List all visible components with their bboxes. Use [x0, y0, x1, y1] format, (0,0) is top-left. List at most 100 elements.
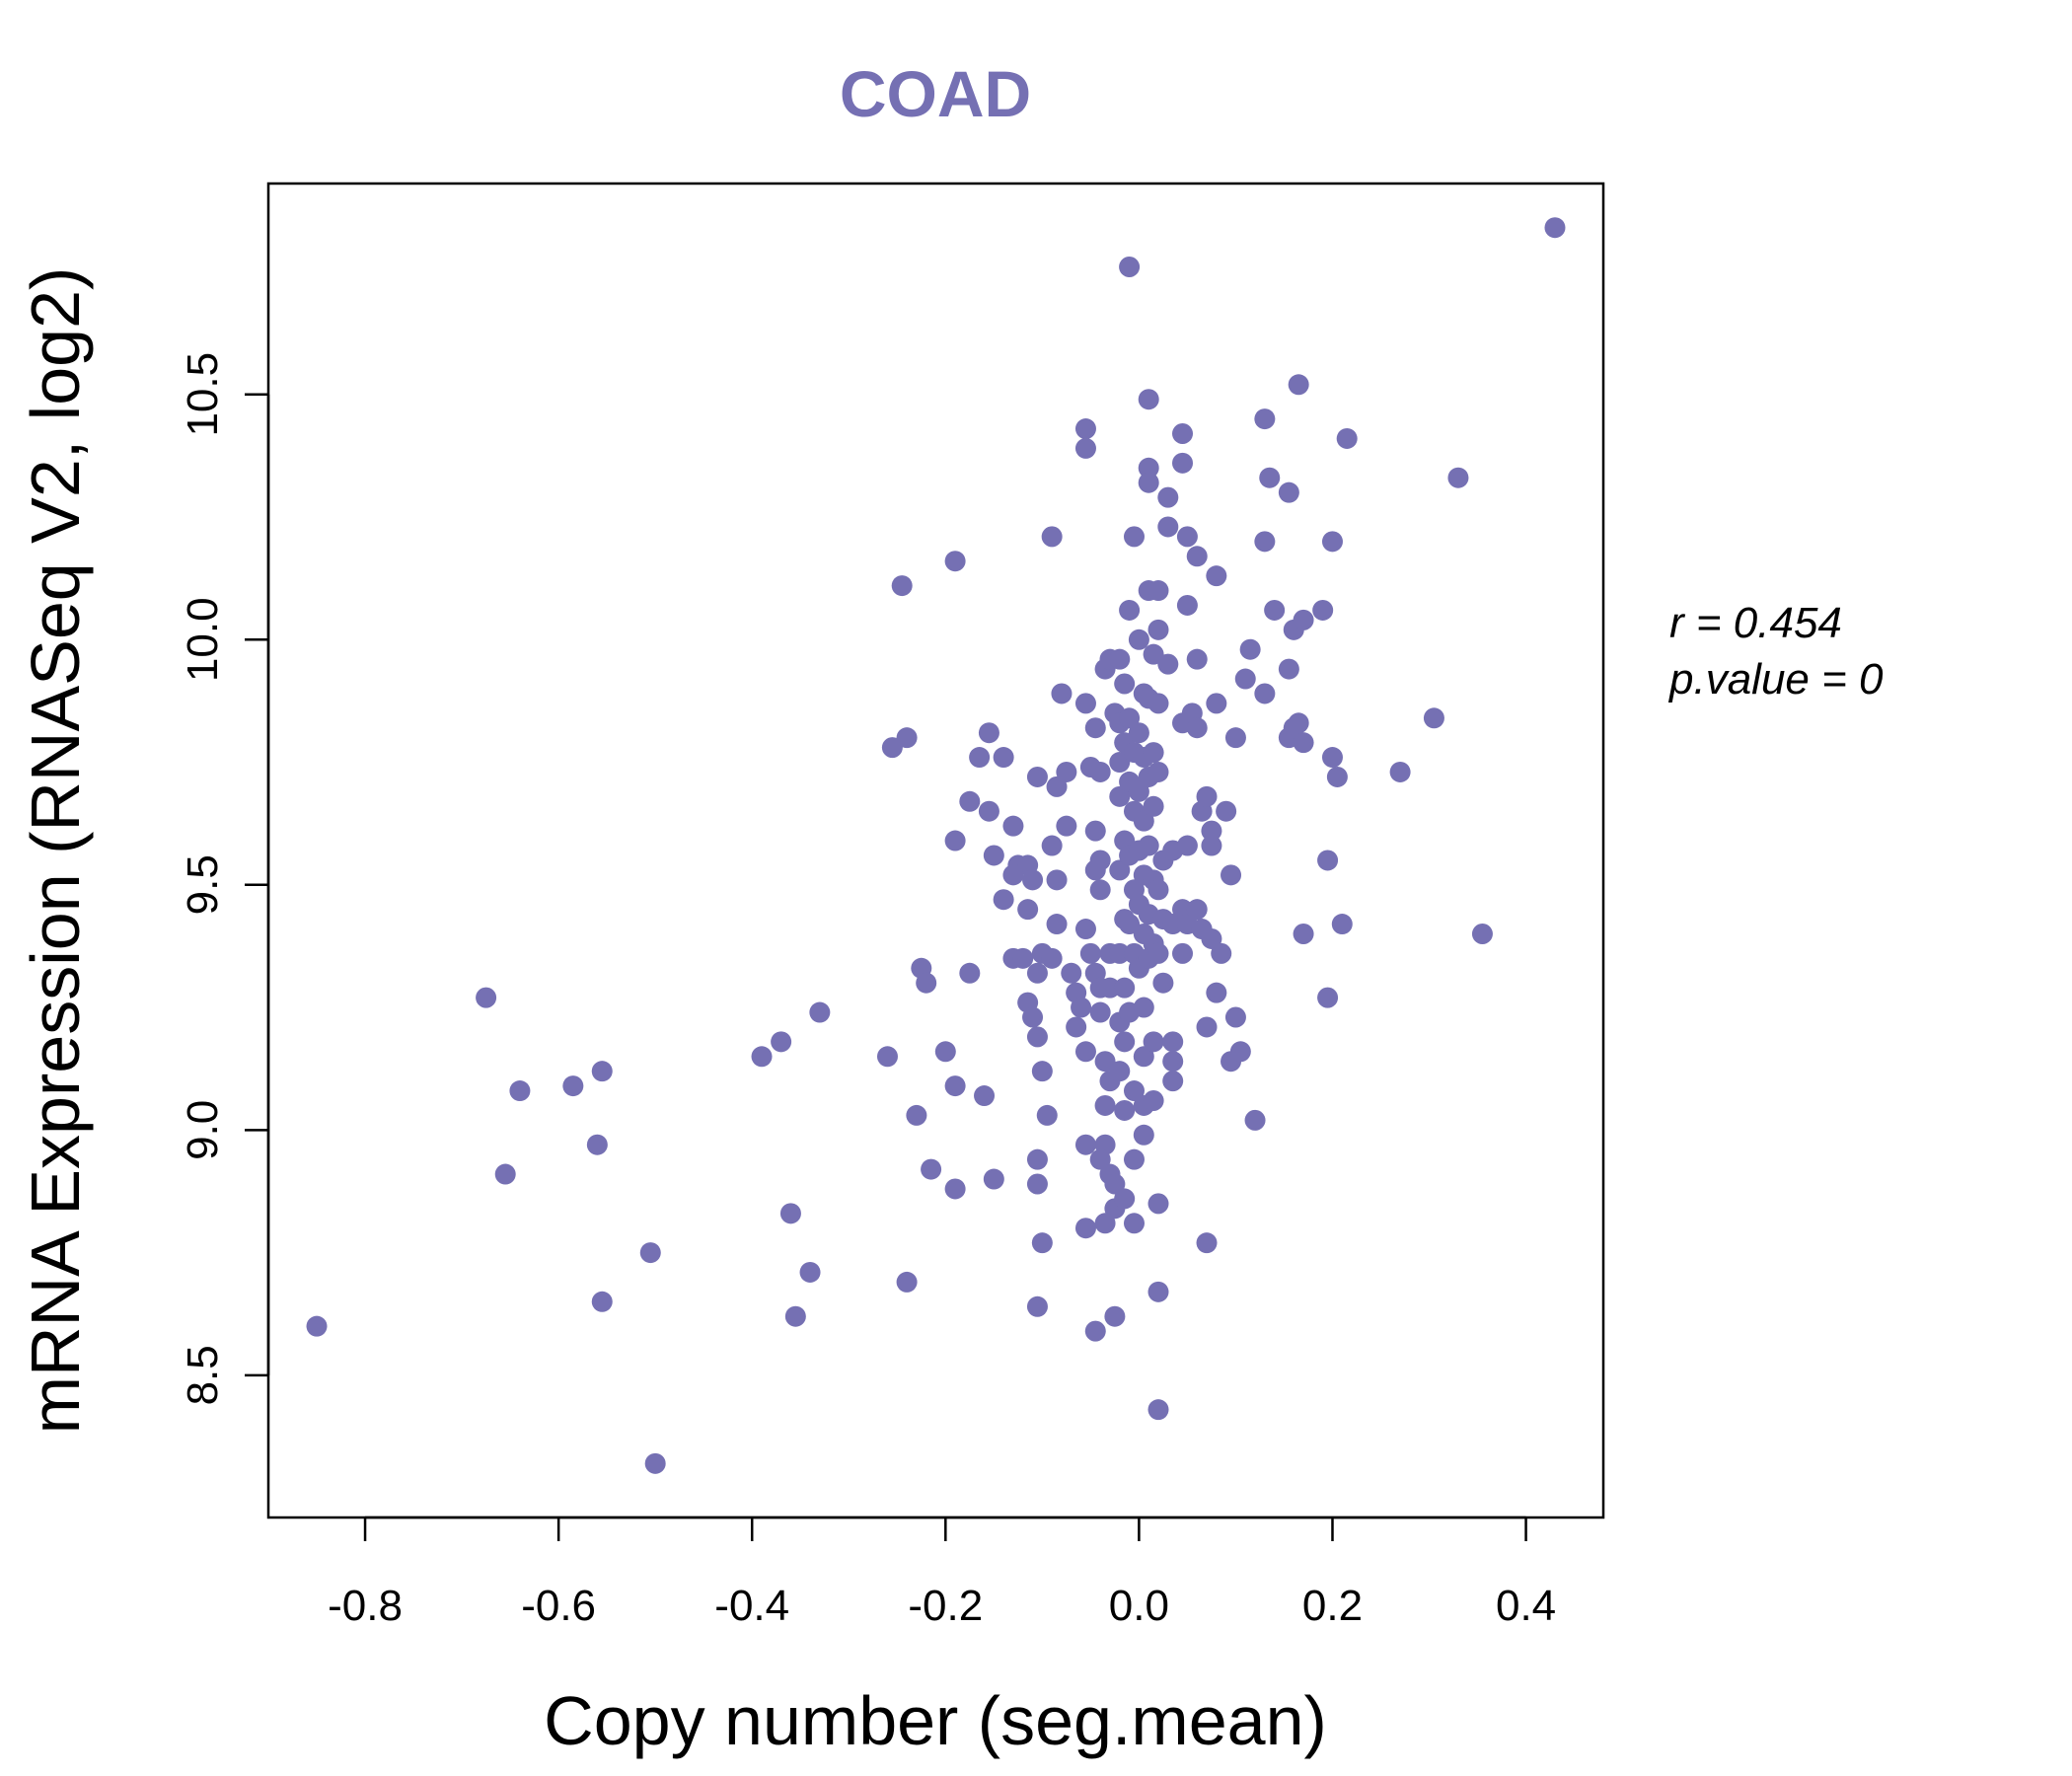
data-point: [876, 1046, 898, 1068]
data-point: [1224, 1006, 1246, 1028]
data-point: [1229, 1041, 1251, 1063]
data-point: [1089, 761, 1111, 782]
data-point: [1109, 1061, 1131, 1082]
data-point: [1147, 1399, 1169, 1421]
data-point: [1186, 648, 1208, 670]
data-point: [1186, 546, 1208, 567]
data-point: [1254, 408, 1276, 430]
data-point: [978, 722, 999, 744]
data-point: [1066, 1016, 1087, 1038]
data-point: [1119, 257, 1141, 277]
data-point: [1109, 942, 1131, 964]
data-point: [1254, 683, 1276, 704]
data-point: [1109, 859, 1131, 881]
data-point: [1114, 1031, 1136, 1053]
y-tick-label: 10.0: [179, 597, 227, 682]
data-point: [1041, 835, 1063, 856]
data-point: [799, 1261, 821, 1283]
data-point: [959, 962, 981, 984]
data-point: [959, 790, 981, 812]
data-point: [1074, 437, 1096, 459]
data-point: [1138, 835, 1159, 856]
data-point: [1041, 947, 1063, 969]
data-point: [1046, 869, 1068, 891]
data-point: [1221, 864, 1242, 886]
data-point: [1234, 668, 1256, 690]
data-point: [1389, 761, 1411, 782]
data-point: [1259, 467, 1281, 488]
data-point: [1143, 1031, 1164, 1053]
data-point: [1147, 761, 1169, 782]
data-point: [591, 1061, 613, 1082]
data-point: [1147, 879, 1169, 901]
data-point: [983, 845, 1004, 866]
data-point: [1312, 599, 1334, 621]
data-point: [1293, 609, 1314, 630]
data-point: [1017, 899, 1039, 921]
data-point: [881, 737, 903, 759]
data-point: [1094, 1094, 1116, 1116]
data-points: [306, 217, 1566, 1474]
x-tick-label: 0.0: [1109, 1582, 1169, 1630]
data-point: [1157, 516, 1179, 538]
data-point: [1162, 914, 1184, 935]
data-point: [1074, 693, 1096, 714]
data-point: [1239, 638, 1261, 660]
data-point: [1128, 722, 1149, 744]
data-point: [1138, 472, 1159, 493]
data-point: [1026, 1026, 1048, 1048]
data-point: [1056, 761, 1077, 782]
data-point: [1293, 924, 1314, 944]
data-point: [1206, 982, 1227, 1003]
data-point: [1196, 1016, 1218, 1038]
data-point: [1133, 1046, 1154, 1068]
data-point: [1423, 707, 1444, 729]
data-point: [1186, 899, 1208, 921]
data-point: [891, 575, 913, 597]
data-point: [1147, 693, 1169, 714]
x-tick-label: -0.2: [908, 1582, 983, 1630]
data-point: [1071, 997, 1092, 1018]
data-point: [1321, 747, 1343, 769]
data-point: [1206, 565, 1227, 587]
data-point: [1114, 673, 1136, 695]
data-point: [779, 1203, 801, 1224]
data-point: [1022, 869, 1044, 891]
data-point: [1074, 1134, 1096, 1155]
data-point: [1176, 594, 1198, 616]
y-tick-label: 8.5: [179, 1345, 227, 1405]
data-point: [1157, 486, 1179, 508]
data-point: [1293, 732, 1314, 754]
data-point: [1046, 914, 1068, 935]
data-point: [1224, 727, 1246, 749]
data-point: [934, 1041, 956, 1063]
data-point: [1133, 1124, 1154, 1146]
data-point: [1471, 924, 1493, 944]
data-point: [1056, 815, 1077, 837]
data-point: [944, 1075, 966, 1097]
data-point: [586, 1134, 608, 1155]
data-point: [1147, 1193, 1169, 1215]
data-point: [896, 1271, 918, 1293]
data-point: [476, 987, 497, 1008]
data-point: [1114, 1188, 1136, 1210]
data-point: [1172, 423, 1194, 444]
data-point: [944, 551, 966, 572]
data-point: [1026, 962, 1048, 984]
x-tick-label: -0.4: [714, 1582, 789, 1630]
data-point: [1119, 914, 1141, 935]
data-point: [1244, 1109, 1266, 1131]
data-point: [1074, 1041, 1096, 1063]
data-point: [1119, 599, 1141, 621]
data-point: [1278, 658, 1299, 680]
x-axis-label: Copy number (seg.mean): [544, 1682, 1327, 1759]
data-point: [1147, 942, 1169, 964]
data-point: [1123, 1213, 1145, 1234]
data-point: [1147, 580, 1169, 602]
p-value-label: p.value = 0: [1667, 655, 1884, 703]
data-point: [1089, 1148, 1111, 1170]
data-point: [1036, 1104, 1058, 1126]
data-point: [1046, 776, 1068, 797]
data-point: [562, 1075, 584, 1097]
data-point: [1447, 467, 1469, 488]
